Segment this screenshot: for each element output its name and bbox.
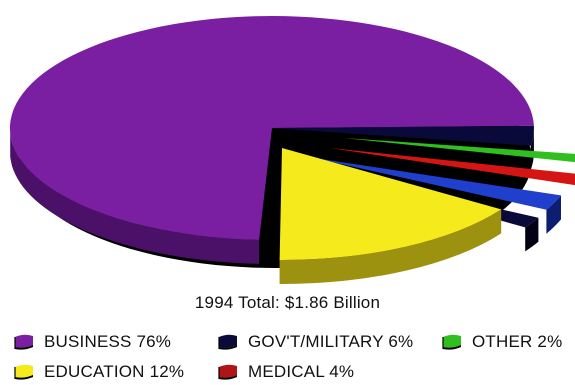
slice-blue-unlabeled-3	[314, 158, 561, 210]
slice-business-side	[10, 132, 260, 264]
slice-other-1	[344, 138, 575, 163]
legend-item-other: OTHER 2%	[440, 332, 562, 352]
legend-swatch-education-icon	[12, 363, 36, 381]
legend-label-govt-military: GOV'T/MILITARY 6%	[248, 332, 414, 351]
legend-swatch-business-icon	[12, 333, 36, 351]
legend-label-medical: MEDICAL 4%	[248, 362, 355, 381]
legend-item-education: EDUCATION 12%	[12, 362, 184, 382]
chart-total-label: 1994 Total: $1.86 Billion	[194, 293, 381, 312]
slice-education-side-5	[279, 209, 502, 285]
legend-item-govt-military: GOV'T/MILITARY 6%	[216, 332, 413, 352]
legend-label-other: OTHER 2%	[472, 332, 563, 351]
slice-gov-t-military-side-0	[530, 125, 534, 170]
slice-business	[9, 16, 534, 240]
legend-swatch-other-icon	[440, 333, 464, 351]
slice-gov-t-military-side-4	[525, 217, 539, 252]
slice-education-5	[279, 148, 502, 261]
legend-label-education: EDUCATION 12%	[44, 362, 185, 381]
legend-swatch-medical-icon	[216, 363, 240, 381]
legend-item-business: BUSINESS 76%	[12, 332, 171, 352]
slice-gov-t-military-0	[272, 125, 534, 146]
slice-blue-unlabeled-side-3	[546, 195, 561, 234]
legend-item-medical: MEDICAL 4%	[216, 362, 354, 382]
pie-chart	[9, 16, 575, 285]
legend-swatch-govt-military-icon	[216, 333, 240, 351]
legend-label-business: BUSINESS 76%	[44, 332, 172, 351]
